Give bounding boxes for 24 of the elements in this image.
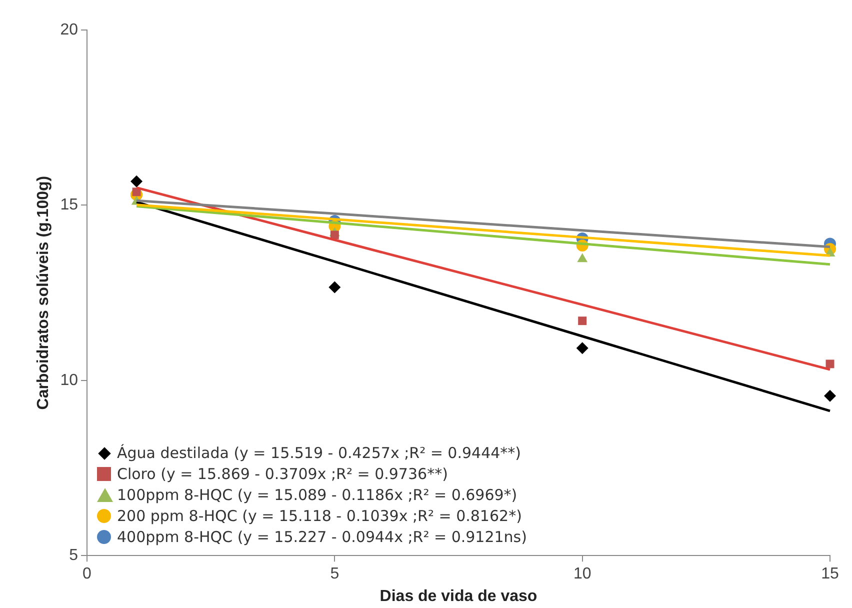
y-tick-label: 20	[60, 21, 78, 38]
legend-label: Cloro (y = 15.869 - 0.3709x ;R² = 0.9736**)	[116, 465, 448, 484]
legend-label: 100ppm 8-HQC (y = 15.089 - 0.1186x ;R² = 0.6969*)	[116, 486, 518, 504]
legend-label: Água destilada (y = 15.519 - 0.4257x ;R² = 0.9444**)	[116, 444, 522, 462]
x-tick-label: 0	[82, 566, 92, 583]
y-tick-label: 5	[69, 547, 78, 564]
point	[578, 316, 587, 326]
y-tick-label: 10	[60, 372, 78, 389]
x-axis-title: Dias de vida de vaso	[380, 588, 538, 605]
legend-label: 400ppm 8-HQC (y = 15.227 - 0.0944x ;R² = 0.9121ns)	[116, 528, 527, 546]
point	[576, 342, 588, 354]
point	[824, 390, 836, 402]
x-tick-label: 10	[573, 566, 592, 583]
x-tick-label: 15	[821, 566, 839, 583]
x-tick-label: 5	[330, 566, 340, 583]
point	[330, 230, 339, 240]
point	[826, 360, 834, 368]
y-tick-label: 15	[60, 196, 78, 214]
point	[577, 253, 588, 262]
point	[130, 175, 143, 188]
legend-label: 200 ppm 8-HQC (y = 15.118 - 0.1039x ;R² = 0.8162*)	[116, 507, 522, 526]
point	[328, 281, 341, 294]
line-series	[135, 205, 832, 266]
y-axis-title: Carboidratos solúveis (g.100g)	[35, 176, 52, 410]
